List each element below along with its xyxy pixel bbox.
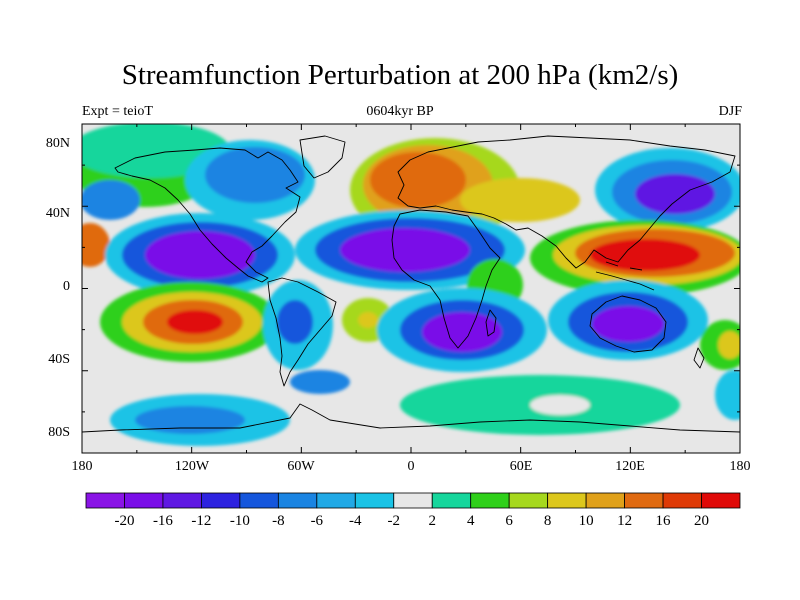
coastlines — [82, 135, 740, 433]
coastline-antarctica — [82, 403, 740, 433]
colorbar-swatch — [124, 492, 164, 509]
colorbar-swatch — [585, 492, 625, 509]
field-blob — [145, 231, 255, 279]
colorbar-label: -10 — [229, 513, 250, 529]
colorbar-label: -4 — [349, 513, 362, 529]
period-label: 0604kyr BP — [366, 104, 434, 119]
field-blob — [340, 228, 470, 272]
lon-tick-label: 60W — [287, 459, 315, 474]
colorbar-label: 16 — [655, 513, 671, 529]
colorbar-swatch — [431, 492, 472, 509]
colorbar-swatch — [701, 492, 741, 509]
lon-tick-label: 180 — [71, 459, 93, 474]
field-blob — [167, 310, 223, 334]
colorbar-label: 4 — [466, 513, 475, 529]
coastline-africa — [391, 209, 501, 349]
coastline-indonesia — [595, 261, 655, 291]
lat-tick-label: 40S — [48, 352, 70, 367]
field-blob — [82, 223, 110, 267]
colorbar-swatch — [277, 492, 318, 509]
coastline-madagascar — [485, 309, 497, 337]
colorbar-swatch — [393, 492, 433, 509]
season-label: DJF — [718, 104, 742, 119]
field-blob — [277, 300, 313, 344]
colorbar-swatch — [624, 492, 664, 509]
field-blob — [205, 147, 305, 203]
colorbar — [85, 492, 741, 509]
lon-tick-label: 60E — [509, 459, 533, 474]
colorbar-label: -2 — [387, 513, 401, 529]
lat-tick-label: 0 — [63, 279, 70, 294]
axis-ticks — [81, 123, 741, 454]
colorbar-label: -12 — [191, 513, 212, 529]
colorbar-label: -16 — [152, 513, 173, 529]
colorbar-label: 12 — [617, 513, 633, 529]
coastline-eurasia — [397, 135, 736, 269]
colorbar-swatch — [354, 492, 395, 509]
map-title: Streamfunction Perturbation at 200 hPa (… — [121, 59, 679, 91]
field-blob — [422, 312, 502, 352]
colorbar-label: 20 — [694, 513, 710, 529]
lat-tick-label: 80S — [48, 425, 70, 440]
colorbar-swatch — [201, 492, 241, 509]
field-blob — [370, 152, 466, 208]
field-blob — [460, 178, 580, 222]
field-blob — [590, 239, 700, 271]
colorbar-label: 10 — [578, 513, 594, 529]
field-blob — [592, 306, 664, 342]
field-layer — [82, 124, 740, 453]
field-blob — [635, 174, 715, 214]
lat-tick-label: 40N — [45, 206, 70, 221]
colorbar-swatch — [547, 492, 587, 509]
field-blob — [530, 395, 590, 415]
colorbar-swatch — [662, 492, 702, 509]
coastline-new-zealand — [693, 347, 705, 369]
lat-tick-label: 80N — [45, 136, 70, 151]
colorbar-swatch — [162, 492, 202, 509]
colorbar-swatch — [470, 492, 510, 509]
field-blob — [358, 312, 378, 328]
coastline-north-america — [114, 147, 301, 283]
field-blob — [715, 370, 740, 420]
experiment-label: Expt = teioT — [82, 104, 153, 119]
field-blob — [135, 406, 245, 434]
colorbar-swatch — [316, 492, 356, 509]
colorbar-label: 2 — [428, 513, 436, 529]
coastline-south-america — [267, 277, 337, 387]
field-blob — [290, 370, 350, 394]
coastline-greenland — [299, 135, 346, 179]
colorbar-label: -8 — [272, 513, 285, 529]
colorbar-label: 8 — [543, 513, 552, 529]
field-blob — [718, 331, 740, 359]
lon-tick-label: 120E — [615, 459, 645, 474]
coastline-australia — [589, 295, 667, 353]
field-blob — [82, 180, 140, 220]
colorbar-swatch — [508, 492, 549, 509]
colorbar-label: -20 — [114, 513, 135, 529]
colorbar-swatch — [239, 492, 279, 509]
colorbar-swatch — [85, 492, 125, 509]
lon-tick-label: 120W — [174, 459, 210, 474]
lon-tick-label: 0 — [407, 459, 415, 474]
colorbar-label: -6 — [310, 513, 324, 529]
colorbar-label: 6 — [505, 513, 513, 529]
lon-tick-label: 180 — [729, 459, 751, 474]
